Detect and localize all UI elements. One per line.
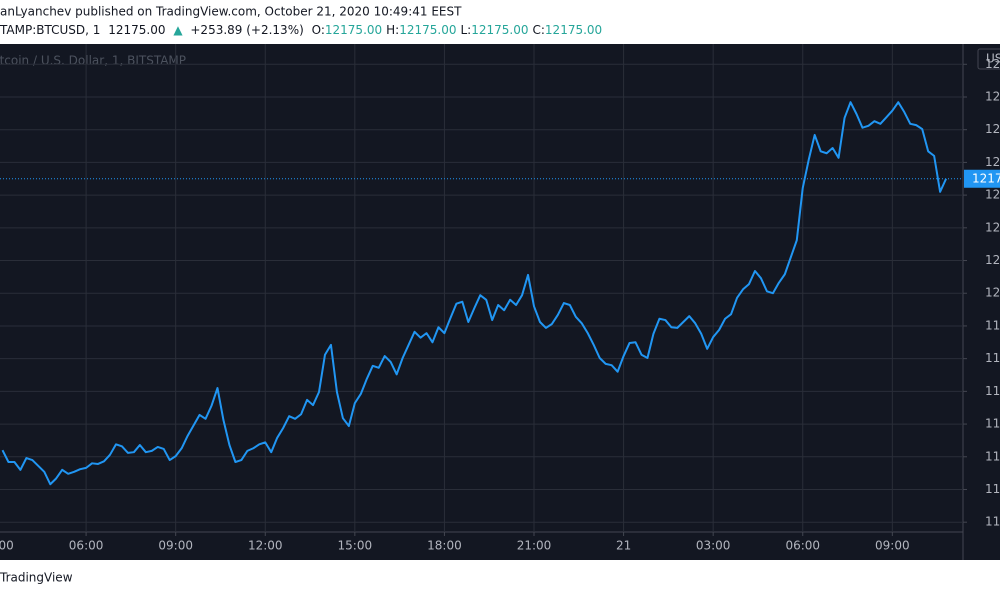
y-tick-label: 11750 bbox=[985, 449, 1000, 463]
x-tick-label: 03:00 bbox=[0, 539, 14, 553]
y-tick-label: 12050 bbox=[985, 253, 1000, 267]
y-tick-label: 11700 bbox=[985, 482, 1000, 496]
y-tick-label: 12300 bbox=[985, 89, 1000, 103]
symbol-info: TAMP:BTCUSD, 1 12175.00 ▲ +253.89 (+2.13… bbox=[0, 23, 602, 37]
ohlc-label: L: bbox=[461, 23, 472, 37]
change: +253.89 (+2.13%) bbox=[190, 23, 303, 37]
ohlc-value: 12175.00 bbox=[325, 23, 382, 37]
x-tick-label: 09:00 bbox=[158, 539, 193, 553]
y-tick-label: 11950 bbox=[985, 318, 1000, 332]
y-tick-label: 11850 bbox=[985, 384, 1000, 398]
chart-background bbox=[0, 44, 1000, 560]
currency-box[interactable] bbox=[977, 48, 1000, 70]
price-line bbox=[1, 101, 947, 486]
ohlc-value: 12175.00 bbox=[399, 23, 456, 37]
x-tick-label: 03:00 bbox=[696, 539, 731, 553]
y-tick-label: 12150 bbox=[985, 188, 1000, 202]
x-tick-label: 21:00 bbox=[517, 539, 552, 553]
y-tick-label: 12200 bbox=[985, 155, 1000, 169]
ohlc-label: O: bbox=[312, 23, 325, 37]
last-price: 12175.00 bbox=[108, 23, 165, 37]
x-tick-label: 06:00 bbox=[69, 539, 104, 553]
y-tick-label: 11800 bbox=[985, 417, 1000, 431]
y-tick-label: 11650 bbox=[985, 515, 1000, 529]
y-tick-label: 12250 bbox=[985, 122, 1000, 136]
y-tick-label: 11900 bbox=[985, 351, 1000, 365]
publish-info: anLyanchev published on TradingView.com,… bbox=[0, 5, 462, 19]
grid bbox=[0, 44, 963, 532]
ohlc-label: H: bbox=[386, 23, 399, 37]
x-tick-label: 12:00 bbox=[248, 539, 283, 553]
footer bbox=[0, 560, 1000, 596]
change-arrow: ▲ bbox=[173, 23, 183, 37]
x-tick-label: 15:00 bbox=[338, 539, 373, 553]
last-price-box bbox=[964, 169, 1000, 188]
x-tick-label: 21 bbox=[616, 539, 631, 553]
currency: USD bbox=[986, 52, 1000, 66]
last-price-label: 12175 bbox=[972, 171, 1000, 185]
x-tick-label: 09:00 bbox=[875, 539, 910, 553]
y-tick-label: 12100 bbox=[985, 220, 1000, 234]
symbol: TAMP:BTCUSD, 1 bbox=[0, 23, 100, 37]
footer-brand: TradingView bbox=[0, 571, 73, 585]
ohlc-value: 12175.00 bbox=[471, 23, 528, 37]
ohlc-value: 12175.00 bbox=[545, 23, 602, 37]
x-tick-label: 18:00 bbox=[427, 539, 462, 553]
y-tick-label: 12350 bbox=[985, 57, 1000, 71]
ohlc-label: C: bbox=[533, 23, 545, 37]
watermark: Bitcoin / U.S. Dollar, 1, BITSTAMP bbox=[0, 54, 186, 68]
x-tick-label: 06:00 bbox=[785, 539, 820, 553]
